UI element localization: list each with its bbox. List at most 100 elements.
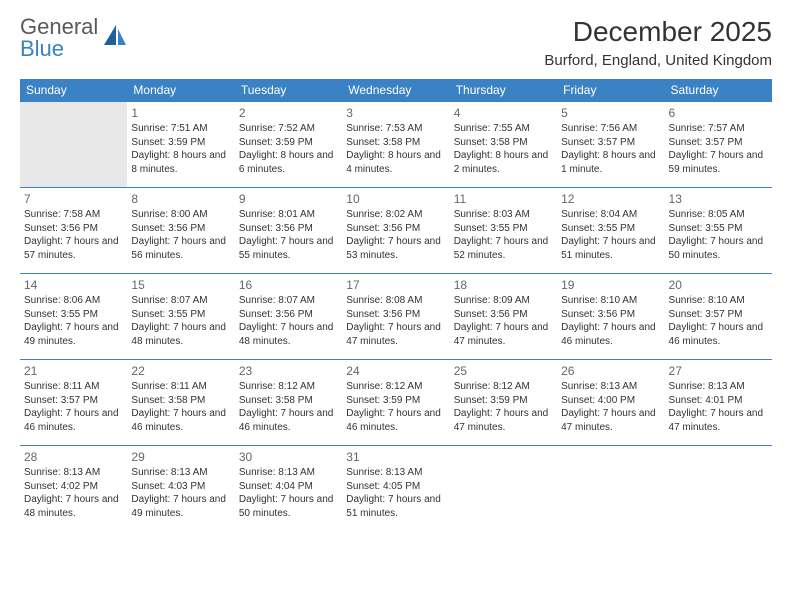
calendar-cell: 2Sunrise: 7:52 AMSunset: 3:59 PMDaylight… (235, 102, 342, 188)
daylight-line: Daylight: 7 hours and 59 minutes. (669, 149, 768, 176)
calendar-cell: 22Sunrise: 8:11 AMSunset: 3:58 PMDayligh… (127, 360, 234, 446)
sunrise-line: Sunrise: 7:58 AM (24, 208, 123, 222)
location-text: Burford, England, United Kingdom (544, 52, 772, 69)
calendar-cell: 27Sunrise: 8:13 AMSunset: 4:01 PMDayligh… (665, 360, 772, 446)
day-number: 13 (669, 191, 768, 207)
sunset-line: Sunset: 3:56 PM (239, 308, 338, 322)
sunrise-line: Sunrise: 8:12 AM (346, 380, 445, 394)
sunrise-line: Sunrise: 8:04 AM (561, 208, 660, 222)
day-header: Monday (127, 79, 234, 102)
daylight-line: Daylight: 7 hours and 50 minutes. (669, 235, 768, 262)
logo-word-bottom: Blue (20, 38, 64, 60)
daylight-line: Daylight: 8 hours and 1 minute. (561, 149, 660, 176)
calendar-cell: 3Sunrise: 7:53 AMSunset: 3:58 PMDaylight… (342, 102, 449, 188)
calendar-cell: 18Sunrise: 8:09 AMSunset: 3:56 PMDayligh… (450, 274, 557, 360)
sunrise-line: Sunrise: 7:55 AM (454, 122, 553, 136)
daylight-line: Daylight: 7 hours and 57 minutes. (24, 235, 123, 262)
day-number: 21 (24, 363, 123, 379)
calendar-cell: 13Sunrise: 8:05 AMSunset: 3:55 PMDayligh… (665, 188, 772, 274)
day-number: 12 (561, 191, 660, 207)
calendar-cell: 21Sunrise: 8:11 AMSunset: 3:57 PMDayligh… (20, 360, 127, 446)
day-number: 11 (454, 191, 553, 207)
daylight-line: Daylight: 7 hours and 49 minutes. (24, 321, 123, 348)
day-header: Tuesday (235, 79, 342, 102)
daylight-line: Daylight: 8 hours and 4 minutes. (346, 149, 445, 176)
calendar-cell: 10Sunrise: 8:02 AMSunset: 3:56 PMDayligh… (342, 188, 449, 274)
sunrise-line: Sunrise: 8:12 AM (454, 380, 553, 394)
calendar-cell: 26Sunrise: 8:13 AMSunset: 4:00 PMDayligh… (557, 360, 664, 446)
sunrise-line: Sunrise: 8:03 AM (454, 208, 553, 222)
day-number: 5 (561, 105, 660, 121)
sunrise-line: Sunrise: 8:02 AM (346, 208, 445, 222)
header: General Blue December 2025 Burford, Engl… (20, 16, 772, 69)
daylight-line: Daylight: 8 hours and 8 minutes. (131, 149, 230, 176)
sunrise-line: Sunrise: 7:56 AM (561, 122, 660, 136)
daylight-line: Daylight: 7 hours and 51 minutes. (561, 235, 660, 262)
calendar-cell: 11Sunrise: 8:03 AMSunset: 3:55 PMDayligh… (450, 188, 557, 274)
sunset-line: Sunset: 3:55 PM (669, 222, 768, 236)
sunrise-line: Sunrise: 8:13 AM (131, 466, 230, 480)
calendar-cell: 24Sunrise: 8:12 AMSunset: 3:59 PMDayligh… (342, 360, 449, 446)
sunset-line: Sunset: 3:57 PM (669, 136, 768, 150)
daylight-line: Daylight: 7 hours and 46 minutes. (24, 407, 123, 434)
day-number: 24 (346, 363, 445, 379)
day-number: 1 (131, 105, 230, 121)
day-number: 19 (561, 277, 660, 293)
daylight-line: Daylight: 7 hours and 46 minutes. (239, 407, 338, 434)
daylight-line: Daylight: 7 hours and 52 minutes. (454, 235, 553, 262)
daylight-line: Daylight: 7 hours and 48 minutes. (131, 321, 230, 348)
day-number: 26 (561, 363, 660, 379)
day-number: 3 (346, 105, 445, 121)
day-header: Saturday (665, 79, 772, 102)
sunrise-line: Sunrise: 7:51 AM (131, 122, 230, 136)
sunrise-line: Sunrise: 8:01 AM (239, 208, 338, 222)
calendar-cell: 14Sunrise: 8:06 AMSunset: 3:55 PMDayligh… (20, 274, 127, 360)
calendar-cell: 7Sunrise: 7:58 AMSunset: 3:56 PMDaylight… (20, 188, 127, 274)
calendar-cell: 29Sunrise: 8:13 AMSunset: 4:03 PMDayligh… (127, 446, 234, 532)
sunset-line: Sunset: 3:59 PM (131, 136, 230, 150)
day-header: Friday (557, 79, 664, 102)
day-number: 2 (239, 105, 338, 121)
page-title: December 2025 (544, 16, 772, 48)
calendar-cell: 9Sunrise: 8:01 AMSunset: 3:56 PMDaylight… (235, 188, 342, 274)
daylight-line: Daylight: 7 hours and 46 minutes. (561, 321, 660, 348)
sunset-line: Sunset: 3:56 PM (24, 222, 123, 236)
day-number: 10 (346, 191, 445, 207)
calendar-cell (665, 446, 772, 532)
daylight-line: Daylight: 7 hours and 46 minutes. (131, 407, 230, 434)
daylight-line: Daylight: 7 hours and 46 minutes. (346, 407, 445, 434)
calendar-cell (557, 446, 664, 532)
day-number: 25 (454, 363, 553, 379)
daylight-line: Daylight: 7 hours and 46 minutes. (669, 321, 768, 348)
sunrise-line: Sunrise: 8:05 AM (669, 208, 768, 222)
day-number: 4 (454, 105, 553, 121)
daylight-line: Daylight: 7 hours and 47 minutes. (346, 321, 445, 348)
sunset-line: Sunset: 3:58 PM (346, 136, 445, 150)
sunset-line: Sunset: 3:58 PM (454, 136, 553, 150)
sunrise-line: Sunrise: 8:10 AM (669, 294, 768, 308)
sunrise-line: Sunrise: 8:06 AM (24, 294, 123, 308)
sunrise-line: Sunrise: 8:10 AM (561, 294, 660, 308)
daylight-line: Daylight: 7 hours and 47 minutes. (669, 407, 768, 434)
sunset-line: Sunset: 3:55 PM (131, 308, 230, 322)
day-number: 7 (24, 191, 123, 207)
sunset-line: Sunset: 3:59 PM (346, 394, 445, 408)
logo-word-top: General (20, 16, 98, 38)
sunset-line: Sunset: 3:55 PM (454, 222, 553, 236)
sunset-line: Sunset: 3:57 PM (561, 136, 660, 150)
calendar-week-row: 28Sunrise: 8:13 AMSunset: 4:02 PMDayligh… (20, 446, 772, 532)
daylight-line: Daylight: 8 hours and 2 minutes. (454, 149, 553, 176)
sunset-line: Sunset: 4:03 PM (131, 480, 230, 494)
day-number: 8 (131, 191, 230, 207)
day-number: 22 (131, 363, 230, 379)
sunset-line: Sunset: 3:57 PM (669, 308, 768, 322)
sunset-line: Sunset: 4:00 PM (561, 394, 660, 408)
day-number: 18 (454, 277, 553, 293)
sunrise-line: Sunrise: 8:12 AM (239, 380, 338, 394)
daylight-line: Daylight: 7 hours and 50 minutes. (239, 493, 338, 520)
sunset-line: Sunset: 3:58 PM (239, 394, 338, 408)
day-number: 16 (239, 277, 338, 293)
logo: General Blue (20, 16, 128, 60)
day-header: Wednesday (342, 79, 449, 102)
sunset-line: Sunset: 3:56 PM (131, 222, 230, 236)
